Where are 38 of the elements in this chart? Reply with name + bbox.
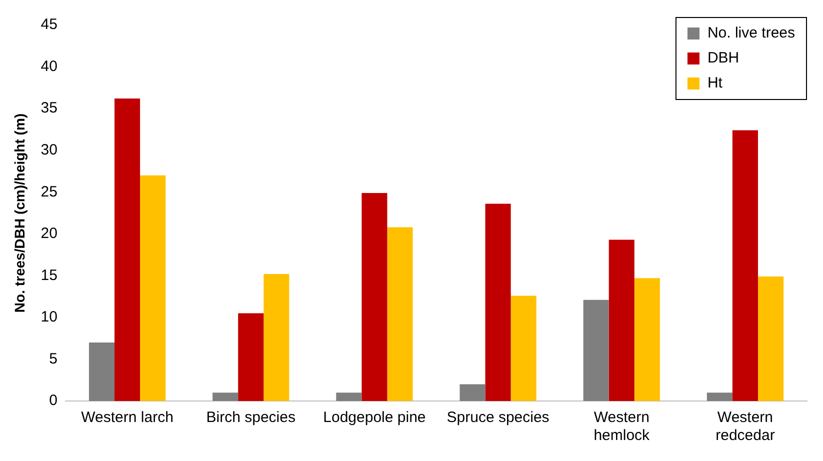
bar xyxy=(238,313,264,401)
x-tick-label: Western larch xyxy=(81,409,174,426)
bar xyxy=(758,276,784,401)
bar xyxy=(212,392,238,401)
bar xyxy=(387,227,413,401)
bar xyxy=(706,392,732,401)
y-tick-label: 40 xyxy=(40,58,58,75)
x-tick-label: Western redcedar xyxy=(716,409,775,444)
y-tick-label: 10 xyxy=(40,308,58,326)
bar xyxy=(485,204,511,401)
y-tick-label: 15 xyxy=(40,266,58,284)
y-tick-label: 30 xyxy=(40,141,58,158)
bar xyxy=(460,384,486,401)
bar xyxy=(140,175,166,401)
legend-label: No. live trees xyxy=(707,24,796,42)
bar xyxy=(114,98,140,401)
bar xyxy=(608,240,634,401)
y-tick-label: 20 xyxy=(40,225,58,242)
bar xyxy=(88,342,115,401)
bar xyxy=(634,278,660,401)
y-tick-label: 25 xyxy=(40,183,58,200)
y-tick-label: 45 xyxy=(40,16,58,34)
bar xyxy=(510,296,536,401)
bar xyxy=(362,192,388,401)
y-axis-title: No. trees/DBH (cm)/height (m) xyxy=(11,113,28,313)
y-tick-label: 0 xyxy=(49,392,58,410)
y-tick-label: 5 xyxy=(49,350,58,368)
legend-label: DBH xyxy=(707,50,740,67)
x-tick-label: Birch species xyxy=(206,409,296,426)
x-tick-label: Lodgepole pine xyxy=(323,409,426,426)
x-tick-label: Spruce species xyxy=(446,409,550,426)
legend-label: Ht xyxy=(707,74,724,92)
bar xyxy=(264,274,290,401)
x-tick-label: Western hemlock xyxy=(594,409,650,444)
bar xyxy=(732,130,758,401)
bar xyxy=(336,392,362,401)
bar xyxy=(583,300,609,401)
y-tick-label: 35 xyxy=(40,100,58,117)
